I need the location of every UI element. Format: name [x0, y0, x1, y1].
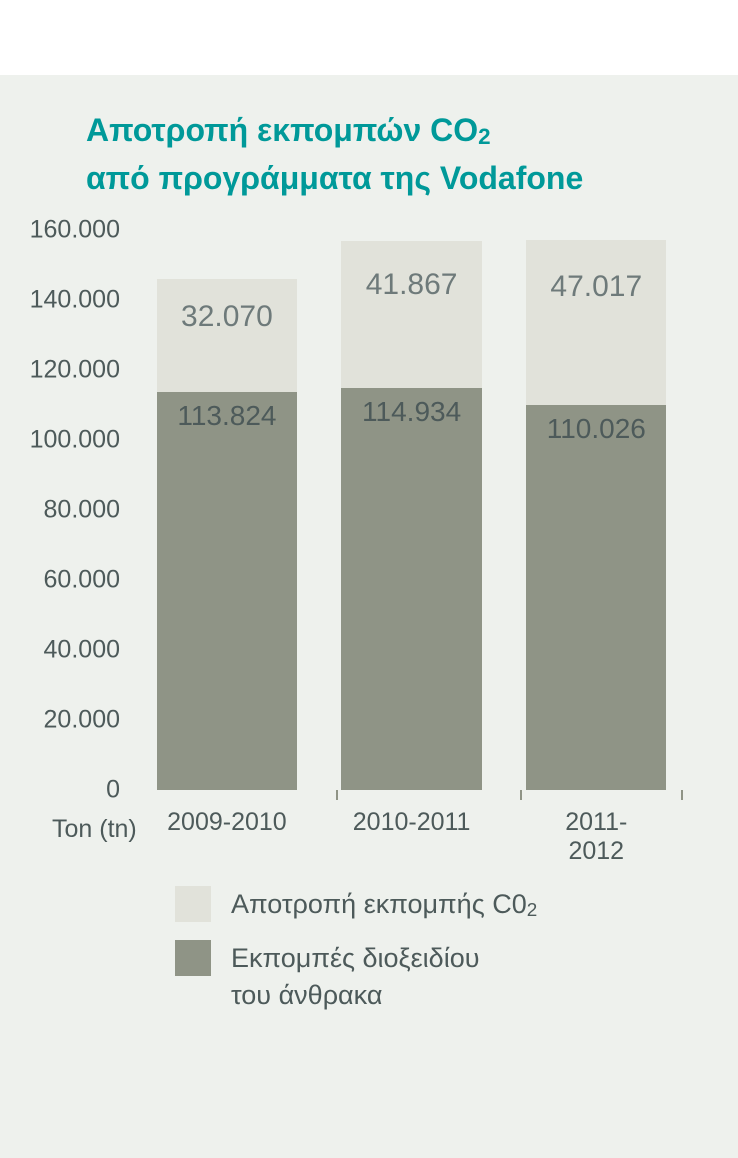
y-tick-label: 140.000: [30, 286, 120, 315]
y-tick-label: 100.000: [30, 426, 120, 455]
title-line-2: από προγράμματα της Vodafone: [86, 156, 583, 200]
legend-swatch-emissions: [175, 940, 211, 976]
bar-segment-emissions: 113.824: [157, 392, 297, 790]
x-tick-label: 2010-2011: [353, 808, 471, 837]
bar-value-label-emissions: 110.026: [526, 413, 666, 445]
x-tick-label: 2011-2012: [552, 808, 640, 866]
plot-area: 113.82432.0702009-2010114.93441.8672010-…: [130, 230, 684, 790]
bar-segment-emissions: 110.026: [526, 405, 666, 790]
legend-label-emissions: Εκπομπές διοξειδίουτου άνθρακα: [231, 940, 479, 1013]
y-tick-label: 40.000: [44, 636, 120, 665]
bar: 113.824 32.070: [157, 230, 297, 790]
legend-item-emissions: Εκπομπές διοξειδίουτου άνθρακα: [175, 940, 537, 1013]
x-tick-mark: [520, 790, 522, 800]
y-axis-title: Ton (tn): [52, 815, 137, 844]
legend-item-prevented: Αποτροπή εκπομπής C02: [175, 886, 537, 922]
bar-segment-prevented: 41.867: [341, 241, 481, 388]
bar-segment-prevented: 32.070: [157, 279, 297, 391]
title-sub-1: 2: [478, 124, 490, 149]
legend-swatch-prevented: [175, 886, 211, 922]
title-text-1: Αποτροπή εκπομπών CO: [86, 112, 478, 148]
y-tick-label: 60.000: [44, 566, 120, 595]
bar-value-label-prevented: 32.070: [157, 300, 297, 334]
bar-value-label-emissions: 113.824: [157, 400, 297, 432]
y-tick-label: 120.000: [30, 356, 120, 385]
legend-line-1: Αποτροπή εκπομπής C0: [231, 889, 527, 919]
bar: 114.934 41.867: [341, 230, 481, 790]
bar-value-label-emissions: 114.934: [341, 396, 481, 428]
legend-sub: 2: [527, 900, 538, 921]
x-tick-mark: [336, 790, 338, 800]
legend: Αποτροπή εκπομπής C02 Εκπομπές διοξειδίου…: [175, 886, 537, 1031]
bar: 110.026 47.017: [526, 230, 666, 790]
bar-value-label-prevented: 41.867: [341, 268, 481, 302]
y-tick-label: 20.000: [44, 706, 120, 735]
x-tick-label: 2009-2010: [167, 808, 287, 837]
legend-line-1: Εκπομπές διοξειδίου: [231, 940, 479, 976]
bar-segment-emissions: 114.934: [341, 388, 481, 790]
bar-value-label-prevented: 47.017: [526, 270, 666, 304]
y-tick-label: 80.000: [44, 496, 120, 525]
x-tick-mark: [681, 790, 683, 800]
legend-label-prevented: Αποτροπή εκπομπής C02: [231, 886, 537, 922]
title-line-1: Αποτροπή εκπομπών CO2: [86, 108, 583, 156]
y-tick-label: 0: [106, 776, 120, 805]
bar-segment-prevented: 47.017: [526, 240, 666, 405]
chart-title: Αποτροπή εκπομπών CO2από προγράμματα της…: [86, 108, 583, 200]
legend-line-2: του άνθρακα: [231, 977, 479, 1013]
y-tick-label: 160.000: [30, 216, 120, 245]
